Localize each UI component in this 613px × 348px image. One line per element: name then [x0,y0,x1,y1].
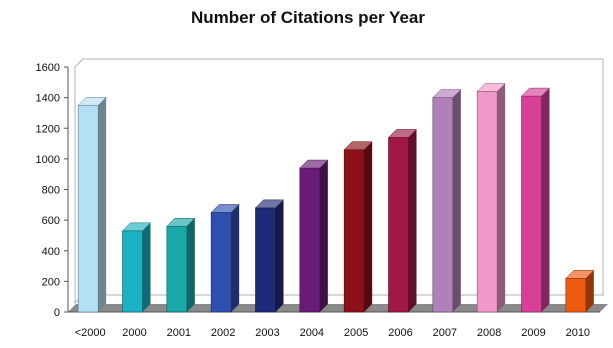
bar-front [343,149,365,313]
bar [387,129,418,313]
bar [121,222,152,313]
y-tick-label: 1400 [36,93,60,105]
y-tick-label: 800 [42,185,60,197]
bar-front [521,95,542,313]
bar-side [541,88,550,312]
bar-side [452,89,461,312]
x-tick-label: 2004 [300,327,324,339]
bars [77,83,595,313]
y-tick-label: 0 [54,307,60,319]
bar [166,218,196,313]
bar [476,83,506,313]
bar-top [210,204,240,213]
bar-top [565,270,595,279]
x-axis-labels: <2000 2000 2001 2002 2003 2004 2005 2006 2007 200… [75,327,590,339]
x-tick-label: 2003 [255,327,279,339]
y-tick-label: 1600 [36,62,60,74]
bar [77,97,107,313]
bar-side [186,218,195,312]
plot-floor [68,304,608,312]
bar-front [476,91,498,313]
chart-title: Number of Citations per Year [191,8,425,27]
bar-side [497,83,506,312]
bar-top [254,199,285,209]
bar-front [77,104,99,313]
bar-top [299,159,329,169]
bar-front [210,212,232,313]
bar [432,89,462,313]
bar-top [77,97,107,106]
bar [520,87,551,313]
y-tick-label: 200 [42,276,60,288]
bar-top [476,83,506,92]
bar-side [364,141,373,312]
bar-side [585,270,594,312]
bar-side [231,204,240,312]
x-tick-label: 2006 [388,327,412,339]
bar-front [432,97,454,313]
bar [254,199,285,313]
bar-top [121,222,152,232]
x-tick-label: 2001 [167,327,191,339]
y-axis-ticks: 0 200 400 600 800 1000 1200 1400 1600 [36,62,68,319]
x-tick-label: 2007 [433,327,457,339]
y-tick-label: 1200 [36,123,60,135]
x-tick-label: 2000 [122,327,146,339]
bar-side [319,160,328,312]
y-tick-label: 1000 [36,154,60,166]
y-tick-label: 600 [42,215,60,227]
bar-front [166,225,188,313]
x-tick-label: 2002 [211,327,235,339]
bar-front [122,230,143,313]
bar-side [142,222,151,312]
bar-front [388,137,409,313]
bar-top [343,141,373,150]
bar-top [432,89,462,98]
bar [210,204,240,313]
bar-top [520,87,551,97]
bar [299,159,329,313]
bar-top [166,218,196,227]
x-tick-label: 2009 [521,327,545,339]
bar-top [387,129,418,138]
x-tick-label: 2010 [566,327,590,339]
bar-front [255,207,276,313]
bar-side [275,199,284,312]
y-tick-label: 400 [42,246,60,258]
bar [343,141,373,313]
x-tick-label: 2008 [477,327,501,339]
bar-front [565,278,587,313]
x-tick-label: <2000 [75,327,106,339]
x-tick-label: 2005 [344,327,368,339]
bar [565,270,595,313]
bar-side [408,129,417,312]
bar-front [299,167,321,313]
bar-side [98,97,107,312]
